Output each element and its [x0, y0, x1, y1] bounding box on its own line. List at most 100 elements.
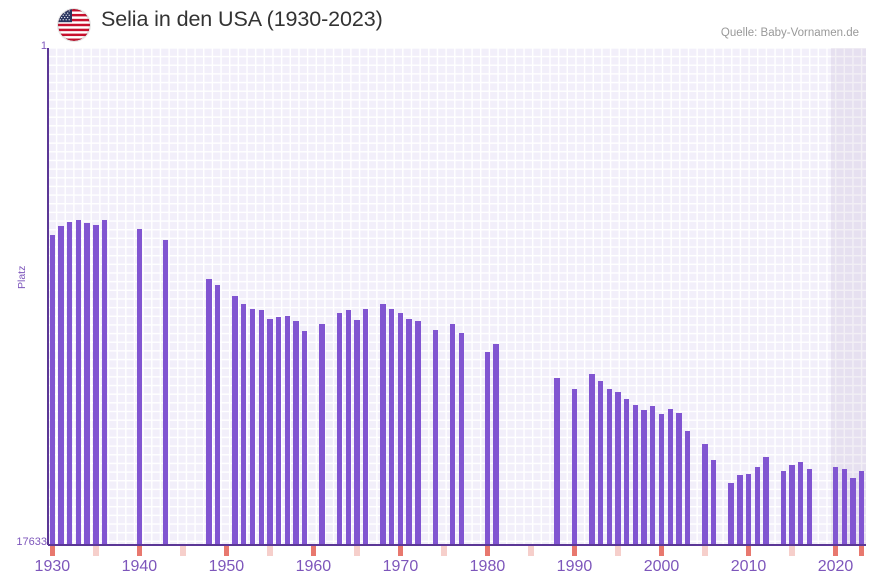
x-tick-major-2023	[858, 546, 865, 556]
x-tick-minor-1995	[615, 546, 621, 556]
x-tick-major-2000	[658, 546, 665, 556]
bar-2014[interactable]	[780, 470, 787, 545]
bar-1933[interactable]	[75, 219, 82, 545]
bar-1971[interactable]	[406, 318, 412, 545]
source-label: Quelle: Baby-Vornamen.de	[720, 27, 859, 39]
bar-2011[interactable]	[754, 466, 760, 545]
x-tick-minor-1935	[93, 546, 99, 556]
bar-1957[interactable]	[284, 316, 290, 545]
bar-1931[interactable]	[58, 225, 64, 545]
x-tick-major-2020	[832, 546, 839, 556]
x-axis-label-2010: 2010	[730, 558, 767, 575]
bar-1952[interactable]	[241, 304, 247, 545]
bar-1958[interactable]	[293, 321, 299, 545]
bar-1966[interactable]	[362, 308, 369, 545]
x-axis-label-2020: 2020	[817, 558, 854, 575]
bar-1990[interactable]	[571, 389, 578, 545]
bar-1943[interactable]	[162, 239, 169, 545]
bar-1993[interactable]	[597, 380, 604, 545]
x-tick-minor-2005	[702, 546, 708, 556]
bar-2008[interactable]	[728, 483, 734, 545]
x-axis-label-1980: 1980	[469, 558, 506, 575]
bar-1954[interactable]	[258, 310, 264, 545]
x-tick-minor-1975	[441, 546, 447, 556]
bar-2006[interactable]	[711, 459, 717, 545]
bar-1934[interactable]	[84, 222, 90, 545]
y-axis-title-text: Platz	[16, 265, 28, 289]
bar-1972[interactable]	[415, 321, 421, 545]
grid-lines	[48, 48, 866, 545]
bar-1940[interactable]	[136, 229, 143, 545]
x-tick-major-2010	[745, 546, 752, 556]
y-axis-line	[47, 48, 49, 545]
bar-1930[interactable]	[49, 234, 56, 545]
bar-2002[interactable]	[676, 413, 682, 545]
bar-series	[48, 48, 866, 545]
bar-1949[interactable]	[214, 284, 221, 545]
bar-2016[interactable]	[798, 462, 804, 545]
no-data-shaded-region	[831, 48, 866, 545]
x-tick-major-1980	[484, 546, 491, 556]
bar-1970[interactable]	[397, 312, 404, 545]
bar-2022[interactable]	[850, 477, 856, 545]
bar-1995[interactable]	[615, 391, 621, 545]
bar-2017[interactable]	[806, 469, 813, 545]
x-axis-line	[48, 544, 866, 546]
x-axis-labels: 1930 1940 1950 1960 1970 1980 1990 2000 2010 2020	[0, 558, 873, 584]
bar-2012[interactable]	[763, 456, 769, 545]
bar-1965[interactable]	[354, 319, 360, 545]
bar-1981[interactable]	[493, 343, 499, 545]
bar-1948[interactable]	[206, 279, 212, 545]
x-axis-label-1930: 1930	[34, 558, 71, 575]
bar-2020[interactable]	[832, 466, 839, 545]
bar-1994[interactable]	[606, 389, 612, 545]
bar-1997[interactable]	[632, 404, 639, 545]
bar-2009[interactable]	[737, 475, 743, 545]
bar-2001[interactable]	[667, 408, 673, 545]
bar-1976[interactable]	[449, 324, 456, 545]
bar-2015[interactable]	[789, 465, 795, 545]
y-axis-title: Platz	[4, 248, 28, 289]
bar-2000[interactable]	[658, 414, 665, 545]
bar-1977[interactable]	[458, 332, 465, 545]
bar-1964[interactable]	[345, 310, 351, 545]
bar-1955[interactable]	[267, 318, 273, 545]
x-tick-major-1990	[571, 546, 578, 556]
bar-2005[interactable]	[702, 444, 708, 545]
plot-area	[48, 48, 866, 545]
bar-1974[interactable]	[432, 329, 438, 545]
bar-1956[interactable]	[275, 317, 282, 545]
chart-header: Selia in den USA (1930-2023) Quelle: Bab…	[0, 0, 873, 48]
bar-1963[interactable]	[336, 312, 343, 545]
bar-1968[interactable]	[380, 304, 386, 545]
bar-2003[interactable]	[684, 431, 691, 545]
bar-2023[interactable]	[858, 470, 865, 545]
bar-1961[interactable]	[319, 324, 325, 545]
bar-2021[interactable]	[841, 469, 847, 545]
bar-1951[interactable]	[232, 296, 238, 545]
x-tick-major-1960	[310, 546, 317, 556]
bar-1953[interactable]	[249, 308, 256, 545]
bar-1988[interactable]	[554, 377, 560, 545]
bar-1980[interactable]	[484, 352, 491, 545]
x-tick-minor-1945	[180, 546, 186, 556]
bar-1935[interactable]	[93, 224, 99, 545]
bar-1969[interactable]	[389, 308, 395, 545]
bar-2010[interactable]	[745, 473, 752, 545]
bar-1932[interactable]	[67, 221, 73, 545]
x-tick-major-1950	[223, 546, 230, 556]
x-tick-minor-1955	[267, 546, 273, 556]
x-axis-label-1990: 1990	[556, 558, 593, 575]
y-axis-top-tick-label: 1	[40, 40, 47, 52]
bar-1998[interactable]	[641, 410, 647, 545]
bar-1999[interactable]	[650, 405, 656, 545]
bar-1996[interactable]	[623, 398, 630, 545]
bar-1936[interactable]	[101, 219, 108, 545]
x-axis-label-1960: 1960	[295, 558, 332, 575]
page-title: Selia in den USA (1930-2023)	[101, 7, 383, 31]
us-flag-icon	[58, 9, 90, 41]
x-axis-label-1950: 1950	[208, 558, 245, 575]
bar-1959[interactable]	[302, 331, 308, 545]
bar-1992[interactable]	[589, 373, 595, 545]
